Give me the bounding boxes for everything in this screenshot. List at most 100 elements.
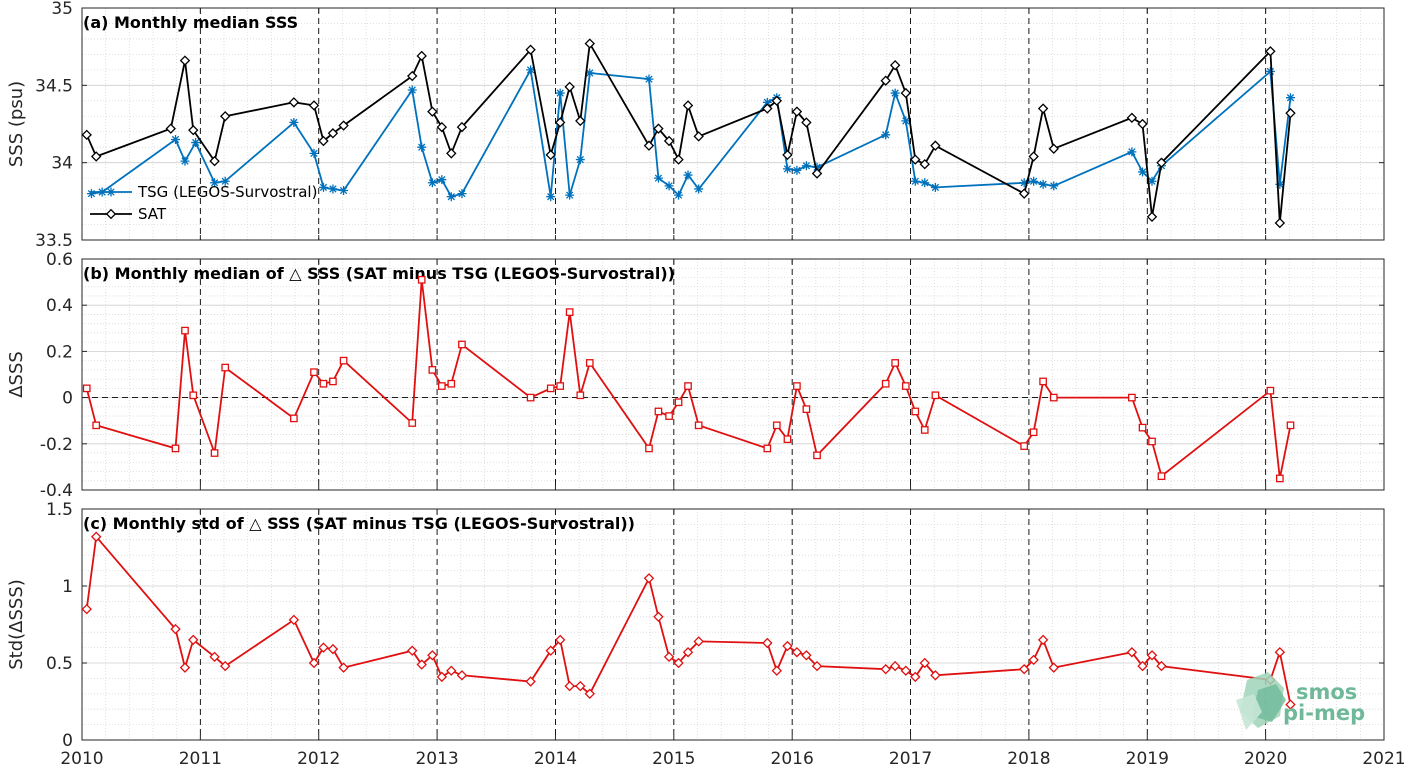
data-point — [90, 151, 102, 162]
data-point — [900, 87, 912, 99]
data-point — [1137, 118, 1148, 130]
smos-pi-mep-logo-icon — [1236, 672, 1286, 730]
data-point — [644, 74, 654, 84]
y-tick-label: -0.4 — [40, 481, 73, 501]
data-point — [1028, 151, 1039, 162]
data-point — [288, 97, 300, 108]
data-point — [171, 134, 181, 144]
y-tick-label: 35 — [51, 0, 73, 19]
data-point — [171, 444, 180, 453]
data-point — [1157, 472, 1166, 480]
y-tick-label: 0 — [62, 731, 73, 751]
data-point — [456, 670, 468, 681]
data-point — [1148, 437, 1156, 446]
data-point — [901, 382, 910, 390]
data-point — [1018, 188, 1030, 199]
data-point — [1029, 428, 1038, 437]
y-tick-label: 0.4 — [46, 296, 73, 316]
data-point — [920, 426, 929, 434]
data-point — [1020, 442, 1029, 450]
data-point — [762, 103, 773, 114]
x-tick-label: 2017 — [889, 749, 932, 768]
legend-marker — [105, 208, 117, 220]
axes-frame-2 — [81, 508, 1385, 741]
minor-grid-2 — [82, 509, 1384, 740]
data-point — [165, 123, 176, 134]
legend-label: SAT — [138, 205, 167, 223]
data-point — [339, 356, 348, 365]
data-point — [1265, 66, 1275, 76]
smos-pi-mep-logo: smos pi-mep — [1236, 672, 1365, 730]
panel-title: (a) Monthly median SSS — [83, 13, 298, 32]
y-tick-label: 33.5 — [35, 231, 73, 251]
y-tick-label: 0.5 — [46, 654, 73, 674]
series-0-1 — [81, 38, 1296, 229]
data-point — [446, 665, 457, 676]
logo-line-2: pi-mep — [1283, 701, 1365, 725]
x-tick-label: 2015 — [652, 749, 695, 768]
data-point — [428, 366, 437, 374]
data-point — [86, 189, 96, 199]
data-point — [663, 651, 675, 663]
data-point — [1037, 103, 1049, 114]
legend: TSG (LEGOS-Survostral) SAT — [90, 183, 317, 223]
y-tick-label: 34 — [51, 154, 73, 174]
data-point — [1274, 217, 1286, 229]
data-point — [456, 121, 468, 133]
data-point — [771, 665, 783, 676]
data-point — [81, 129, 92, 141]
data-point — [584, 688, 595, 700]
data-point — [664, 181, 674, 191]
data-point — [338, 662, 349, 673]
data-point — [1018, 663, 1030, 675]
y-tick-label: 0.6 — [46, 250, 73, 270]
data-point — [188, 124, 199, 136]
data-point — [674, 190, 684, 200]
data-point — [1048, 662, 1059, 673]
data-point — [801, 117, 812, 128]
data-point — [901, 116, 911, 126]
data-point — [407, 645, 418, 656]
data-point — [900, 665, 912, 676]
y-tick-label: 0.2 — [46, 342, 73, 362]
data-point — [191, 138, 201, 148]
data-point — [889, 660, 901, 672]
data-point — [329, 377, 337, 386]
data-point — [881, 130, 891, 140]
data-point — [673, 154, 684, 165]
data-point — [673, 657, 684, 669]
data-point — [308, 657, 320, 669]
data-point — [792, 165, 802, 175]
data-point — [181, 326, 189, 335]
data-point — [682, 100, 694, 111]
data-point — [576, 391, 585, 400]
x-tick-label: 2021 — [1362, 749, 1405, 768]
data-point — [919, 158, 930, 170]
panel-2: 2010 2011 2012 2013 2014 2015 2016 2017 2018 2019… — [6, 500, 1406, 768]
data-point — [1049, 393, 1058, 402]
data-point — [339, 186, 349, 196]
data-point — [188, 634, 199, 646]
y-tick-label: 1.5 — [46, 500, 73, 520]
data-point — [290, 414, 298, 423]
data-point — [920, 178, 930, 188]
data-point — [930, 670, 941, 681]
data-point — [1146, 211, 1158, 223]
data-point — [407, 85, 417, 95]
data-point — [813, 451, 821, 460]
data-point — [910, 154, 921, 165]
data-point — [437, 382, 446, 390]
data-point — [310, 368, 318, 377]
data-point — [179, 55, 191, 66]
data-point — [782, 640, 793, 652]
data-point — [328, 184, 338, 194]
data-point — [763, 444, 772, 453]
data-point — [910, 671, 921, 683]
x-tick-label: 2018 — [1007, 749, 1050, 768]
data-point — [446, 148, 457, 159]
data-point — [793, 382, 801, 390]
y-axis-label: ΔSSS — [6, 351, 27, 398]
x-tick-label: 2019 — [1126, 749, 1169, 768]
data-point — [891, 359, 900, 367]
data-point — [645, 444, 653, 453]
